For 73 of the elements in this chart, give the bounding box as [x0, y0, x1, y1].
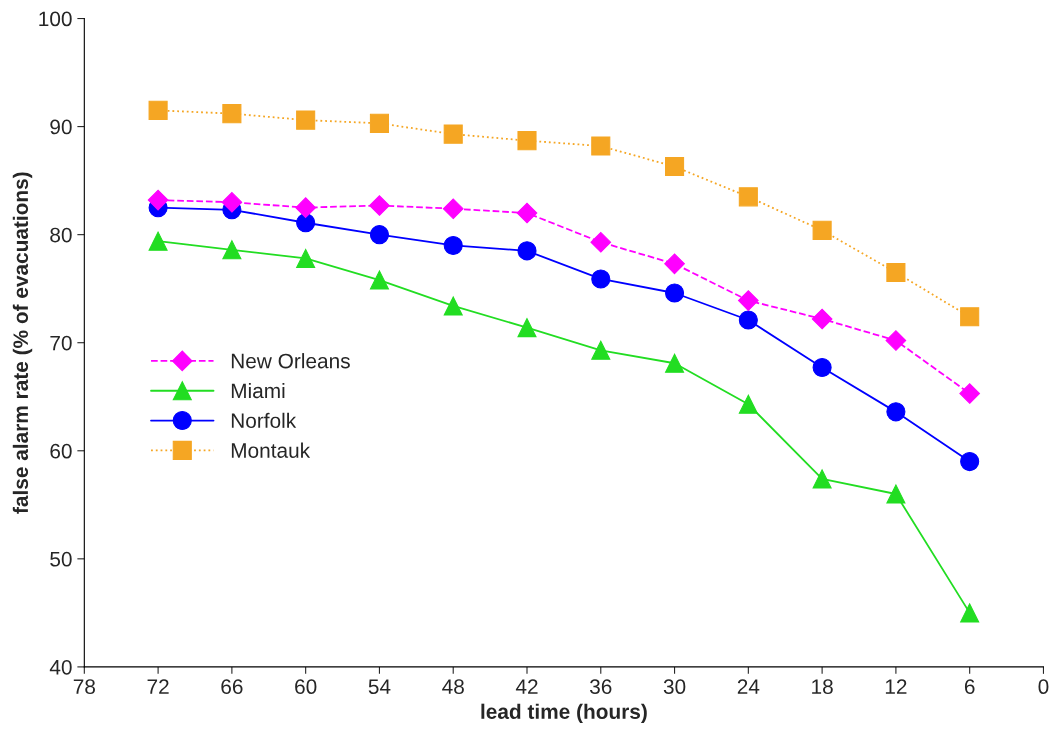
x-tick-label: 60 [295, 679, 317, 695]
point [296, 248, 316, 268]
point [222, 104, 242, 124]
point [886, 402, 906, 422]
x-tick-label: 6 [964, 679, 975, 695]
point [148, 231, 168, 251]
point [147, 189, 169, 211]
point [811, 308, 833, 330]
point [443, 235, 463, 255]
y-tick-label: 80 [50, 227, 72, 243]
x-tick-label: 48 [442, 679, 464, 695]
point [812, 469, 832, 489]
legend-label: Montauk [231, 442, 311, 458]
x-tick-label: 12 [885, 679, 907, 694]
x-tick-label: 72 [147, 679, 169, 694]
point [369, 270, 389, 290]
point [665, 283, 685, 303]
point [812, 358, 832, 378]
point [517, 318, 537, 338]
point [516, 202, 538, 224]
y-tick-label: 40 [49, 659, 72, 675]
point [221, 191, 243, 213]
point [738, 310, 758, 330]
point [222, 240, 242, 260]
point [812, 220, 832, 240]
point [443, 296, 463, 316]
point [960, 603, 980, 623]
x-tick-label: 66 [221, 679, 243, 695]
point [296, 213, 316, 233]
point [443, 124, 463, 144]
y-tick-label: 100 [39, 11, 72, 27]
point [590, 231, 612, 253]
point [960, 452, 980, 472]
point [886, 484, 906, 504]
legend-label: New Orleans [231, 353, 350, 369]
legend-label: Norfolk [231, 412, 297, 429]
point [591, 340, 611, 360]
point [960, 307, 980, 327]
point [885, 330, 907, 351]
point [664, 253, 685, 275]
x-tick-label: 36 [589, 679, 612, 695]
point [295, 197, 316, 218]
point [517, 131, 537, 151]
point [591, 136, 611, 156]
point [738, 290, 759, 311]
x-tick-label: 54 [368, 679, 391, 695]
point [665, 157, 685, 177]
x-tick-label: 0 [1038, 679, 1049, 695]
point [369, 225, 389, 245]
point [738, 394, 758, 414]
x-tick-label: 42 [515, 679, 538, 694]
y-tick-label: 50 [50, 551, 72, 567]
point [738, 187, 758, 207]
x-axis-title: lead time (hours) [481, 703, 647, 724]
y-tick-label: 90 [50, 119, 72, 135]
point [959, 383, 981, 404]
x-tick-label: 78 [73, 679, 95, 695]
x-tick-label: 18 [812, 679, 833, 695]
point [148, 100, 168, 120]
y-axis-title: false alarm rate (% of evacuations) [12, 172, 33, 514]
point [886, 262, 906, 283]
point [517, 241, 537, 261]
y-tick-label: 60 [50, 443, 72, 459]
point [591, 269, 611, 289]
point [665, 353, 685, 373]
x-tick-label: 24 [737, 679, 760, 694]
y-tick-label: 70 [50, 335, 72, 351]
point [369, 195, 390, 216]
point [442, 198, 464, 220]
point [369, 113, 389, 133]
legend-label: Miami [231, 382, 285, 399]
x-tick-label: 30 [663, 679, 686, 695]
point [296, 110, 316, 130]
